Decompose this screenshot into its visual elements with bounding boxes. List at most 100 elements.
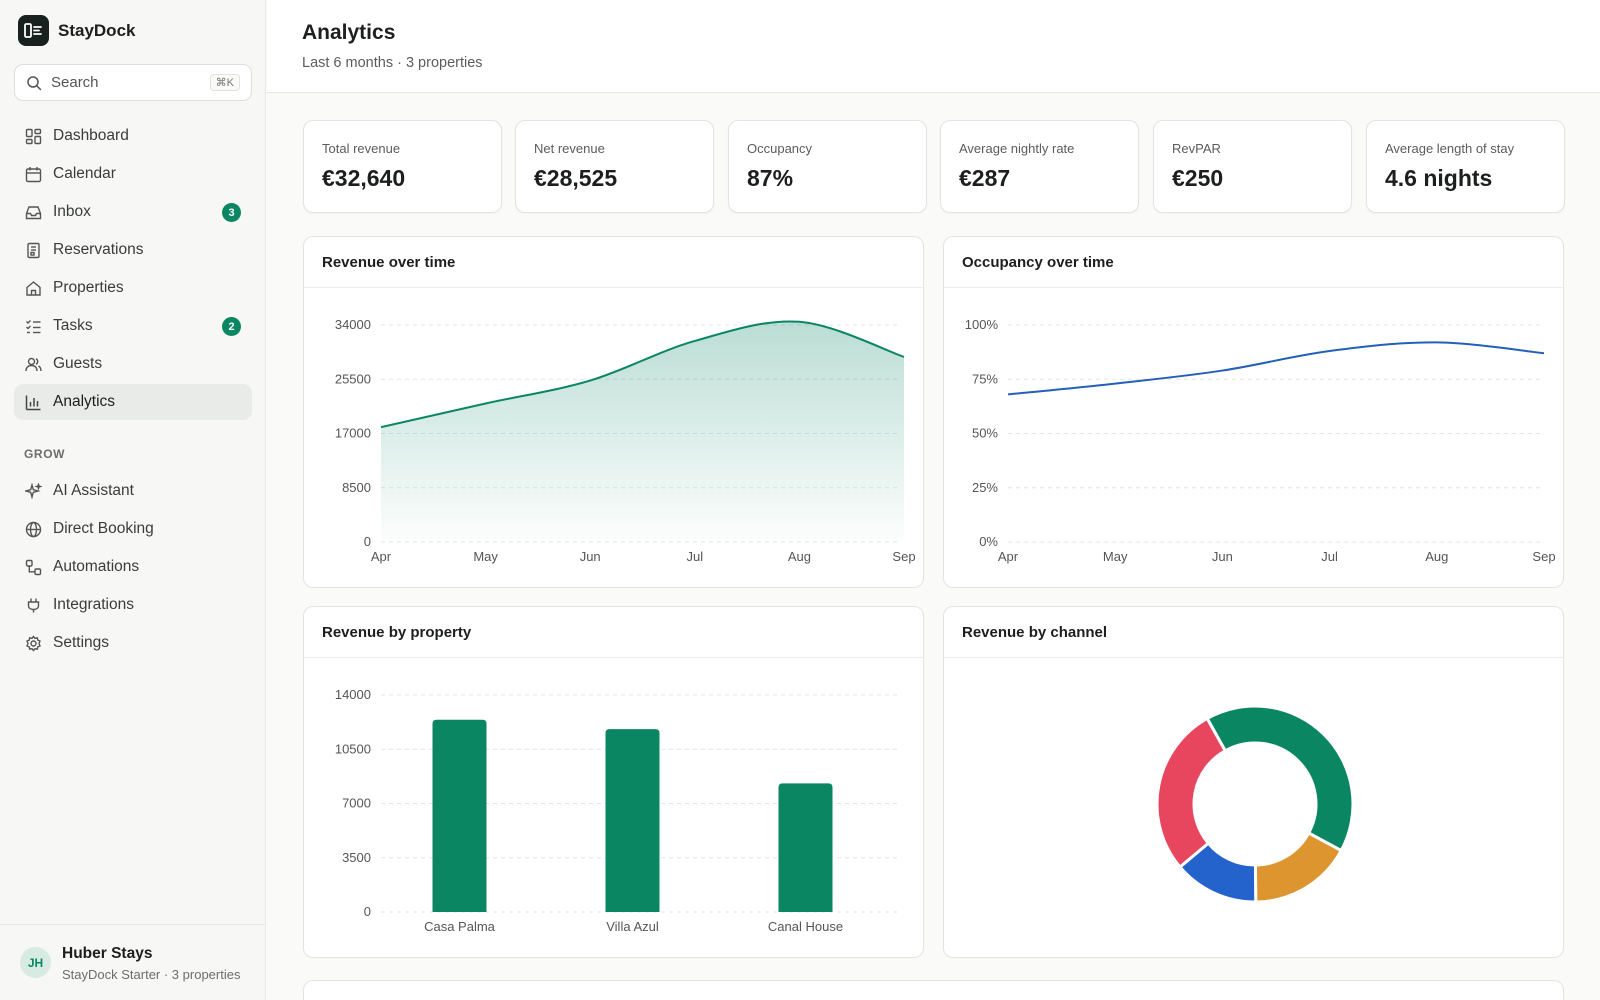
page-header: Analytics Last 6 months · 3 properties — [267, 0, 1600, 93]
occupancy-over-time-chart: 0% 25% 50% 75% 100% Apr May Jun Jul Aug Sep — [965, 317, 1556, 564]
y-tick-label: 25% — [972, 480, 998, 495]
pie-slice — [1253, 830, 1344, 904]
sidebar-item-label: Calendar — [53, 165, 116, 182]
inbox-count-badge: 3 — [222, 203, 241, 222]
y-tick-label: 34000 — [335, 317, 371, 332]
sidebar: StayDock Search ⌘K Dashboard Calendar In… — [0, 0, 266, 1000]
sidebar-item-direct-booking[interactable]: Direct Booking — [14, 511, 252, 547]
automations-icon — [24, 558, 42, 576]
sidebar-item-tasks[interactable]: Tasks 2 — [14, 308, 252, 344]
card-title: Occupancy over time — [944, 237, 1563, 288]
y-tick-label: 3500 — [342, 850, 371, 865]
account-name: Huber Stays — [62, 945, 153, 962]
sidebar-item-label: Analytics — [53, 393, 116, 410]
x-tick-label: Jul — [1321, 549, 1338, 564]
sidebar-item-label: AI Assistant — [53, 482, 134, 499]
y-tick-label: 7000 — [342, 796, 371, 811]
avatar: JH — [20, 947, 51, 978]
plug-icon — [24, 596, 42, 614]
dashboard-icon — [24, 127, 42, 145]
inbox-icon — [24, 203, 42, 221]
account-plan: StayDock Starter · 3 properties — [62, 967, 241, 982]
grow-nav: AI Assistant Direct Booking Automations … — [14, 473, 252, 663]
revenue-by-property-card: Revenue by property 0 3500 7000 10500 14000 C… — [303, 606, 924, 958]
brand[interactable]: StayDock — [18, 15, 135, 46]
y-tick-label: 100% — [965, 317, 999, 332]
account-switcher[interactable]: JH Huber Stays StayDock Starter · 3 prop… — [0, 924, 265, 1000]
tasks-icon — [24, 317, 42, 335]
analytics-icon — [24, 393, 42, 411]
kpi-label: Average nightly rate — [959, 141, 1075, 156]
kpi-value: €28,525 — [534, 165, 618, 191]
bar — [605, 729, 660, 912]
page-subtitle: Last 6 months · 3 properties — [302, 55, 483, 71]
revenue-by-property-chart: 0 3500 7000 10500 14000 Casa Palma Villa Azul C… — [335, 687, 900, 934]
reservations-icon — [24, 241, 42, 259]
sidebar-item-label: Guests — [53, 355, 103, 372]
gear-icon — [24, 634, 42, 652]
kpi-value: 4.6 nights — [1385, 165, 1493, 191]
kpi-card-net-revenue: Net revenue €28,525 — [515, 120, 714, 213]
sidebar-item-reservations[interactable]: Reservations — [14, 232, 252, 268]
card-title: Revenue by property — [304, 607, 923, 658]
sidebar-item-automations[interactable]: Automations — [14, 549, 252, 585]
bar — [778, 783, 833, 912]
kpi-label: Net revenue — [534, 141, 605, 156]
page-title: Analytics — [302, 21, 396, 44]
sidebar-item-dashboard[interactable]: Dashboard — [14, 118, 252, 154]
card-title: Revenue by channel — [944, 607, 1563, 658]
series-area — [381, 321, 904, 542]
guests-icon — [24, 355, 42, 373]
x-tick-label: May — [1103, 549, 1128, 564]
sidebar-item-label: Inbox — [53, 203, 91, 220]
pie-slice — [1155, 716, 1228, 870]
revenue-over-time-card: Revenue over time 0 8500 17000 25500 34000 Ap… — [303, 236, 924, 588]
sidebar-item-ai-assistant[interactable]: AI Assistant — [14, 473, 252, 509]
y-tick-label: 17000 — [335, 426, 371, 441]
kpi-card-total-revenue: Total revenue €32,640 — [303, 120, 502, 213]
sidebar-item-analytics[interactable]: Analytics — [14, 384, 252, 420]
kpi-card-average-length-of-stay: Average length of stay 4.6 nights — [1366, 120, 1565, 213]
x-tick-label: Canal House — [768, 919, 843, 934]
x-tick-label: Sep — [892, 549, 915, 564]
x-tick-label: Aug — [788, 549, 811, 564]
home-icon — [24, 279, 42, 297]
search-input[interactable]: Search ⌘K — [14, 64, 252, 101]
x-tick-label: Apr — [371, 549, 392, 564]
x-tick-label: Villa Azul — [606, 919, 659, 934]
revenue-over-time-chart: 0 8500 17000 25500 34000 Apr May Jun Jul Aug Sep — [335, 317, 916, 564]
kpi-value: €32,640 — [322, 165, 406, 191]
kpi-card-revpar: RevPAR €250 — [1153, 120, 1352, 213]
sidebar-item-label: Properties — [53, 279, 124, 296]
kpi-card-occupancy: Occupancy 87% — [728, 120, 927, 213]
sidebar-item-properties[interactable]: Properties — [14, 270, 252, 306]
y-tick-label: 0 — [364, 904, 371, 919]
y-tick-label: 10500 — [335, 741, 371, 756]
sidebar-item-calendar[interactable]: Calendar — [14, 156, 252, 192]
sparkle-icon — [24, 482, 42, 500]
x-tick-label: Jun — [1212, 549, 1233, 564]
revenue-by-channel-chart — [1155, 704, 1355, 904]
x-tick-label: Casa Palma — [424, 919, 496, 934]
calendar-icon — [24, 165, 42, 183]
sidebar-item-guests[interactable]: Guests — [14, 346, 252, 382]
sidebar-item-inbox[interactable]: Inbox 3 — [14, 194, 252, 230]
main-nav: Dashboard Calendar Inbox 3 Reservations … — [14, 118, 252, 422]
staydock-logo-icon — [18, 15, 49, 46]
sidebar-item-label: Integrations — [53, 596, 134, 613]
kpi-value: €287 — [959, 165, 1011, 191]
x-tick-label: May — [473, 549, 498, 564]
kpi-label: Total revenue — [322, 141, 401, 156]
series-line — [380, 320, 905, 429]
sidebar-item-label: Direct Booking — [53, 520, 154, 537]
sidebar-item-settings[interactable]: Settings — [14, 625, 252, 661]
kpi-value: €250 — [1172, 165, 1224, 191]
kpi-label: RevPAR — [1172, 141, 1221, 156]
x-tick-label: Aug — [1425, 549, 1448, 564]
occupancy-over-time-card: Occupancy over time 0% 25% 50% 75% 100% Apr Ma… — [943, 236, 1564, 588]
x-tick-label: Sep — [1532, 549, 1555, 564]
kpi-label: Occupancy — [747, 141, 813, 156]
y-tick-label: 75% — [972, 371, 998, 386]
sidebar-item-integrations[interactable]: Integrations — [14, 587, 252, 623]
kpi-value: 87% — [747, 165, 794, 191]
